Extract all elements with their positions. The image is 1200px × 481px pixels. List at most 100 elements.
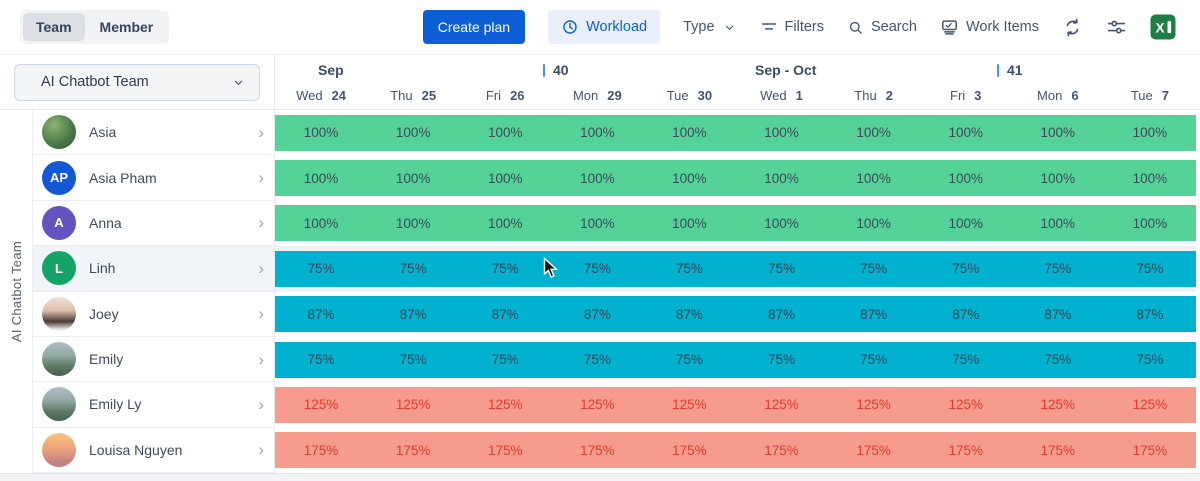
workload-cell[interactable]: 87% (399, 306, 427, 322)
create-plan-button[interactable]: Create plan (422, 10, 526, 44)
horizontal-scrollbar-track[interactable] (0, 473, 1200, 481)
workload-cell[interactable]: 100% (764, 215, 799, 231)
workload-cell[interactable]: 125% (948, 397, 983, 413)
workload-cell[interactable]: 100% (1040, 215, 1076, 231)
workload-cell[interactable]: 75% (675, 352, 703, 368)
workload-cell[interactable]: 125% (764, 397, 799, 413)
member-row[interactable]: Louisa Nguyen › (33, 427, 274, 473)
workload-cell[interactable]: 75% (860, 261, 888, 277)
settings-button[interactable] (1106, 17, 1127, 38)
workload-cell[interactable]: 100% (395, 215, 431, 231)
workload-cell[interactable]: 87% (768, 306, 796, 322)
workload-cell[interactable]: 75% (952, 352, 980, 368)
workload-cell[interactable]: 175% (672, 442, 707, 458)
workload-cell[interactable]: 87% (1136, 306, 1164, 322)
workload-cell[interactable]: 75% (675, 261, 703, 277)
workload-cell[interactable]: 87% (307, 306, 335, 322)
member-row[interactable]: L Linh › (33, 246, 274, 292)
workload-cell[interactable]: 125% (1040, 397, 1076, 413)
workload-cell[interactable]: 87% (860, 306, 888, 322)
workload-cell[interactable]: 100% (1040, 125, 1076, 141)
workload-cell[interactable]: 75% (399, 261, 427, 277)
workload-cell[interactable]: 100% (948, 170, 983, 186)
team-selector-dropdown[interactable]: AI Chatbot Team (14, 63, 260, 101)
filters-button[interactable]: Filters (760, 18, 824, 36)
workload-cell[interactable]: 175% (303, 442, 339, 458)
excel-export-button[interactable]: X (1150, 14, 1176, 40)
workload-cell[interactable]: 175% (1132, 442, 1168, 458)
workload-cell[interactable]: 75% (860, 352, 888, 368)
workload-cell[interactable]: 175% (487, 442, 523, 458)
workload-cell[interactable]: 125% (487, 397, 523, 413)
workload-cell[interactable]: 75% (1136, 352, 1164, 368)
workload-cell[interactable]: 75% (399, 352, 427, 368)
workload-cell[interactable]: 75% (583, 352, 611, 368)
workload-cell[interactable]: 87% (1044, 306, 1072, 322)
workload-cell[interactable]: 100% (856, 215, 891, 231)
workload-cell[interactable]: 75% (1044, 261, 1072, 277)
work-items-button[interactable]: Work Items (940, 18, 1039, 37)
workload-cell[interactable]: 100% (395, 170, 431, 186)
workload-cell[interactable]: 100% (764, 125, 799, 141)
refresh-button[interactable] (1062, 17, 1083, 38)
workload-cell[interactable]: 175% (948, 442, 983, 458)
workload-cell[interactable]: 75% (583, 261, 611, 277)
workload-cell[interactable]: 75% (307, 352, 335, 368)
workload-cell[interactable]: 100% (1132, 170, 1168, 186)
workload-cell[interactable]: 75% (307, 261, 335, 277)
workload-cell[interactable]: 175% (764, 442, 799, 458)
workload-toggle[interactable]: Workload (548, 10, 661, 44)
workload-cell[interactable]: 75% (1044, 352, 1072, 368)
workload-cell[interactable]: 100% (303, 170, 339, 186)
toggle-member-button[interactable]: Member (87, 13, 167, 41)
workload-cell[interactable]: 100% (580, 125, 615, 141)
workload-cell[interactable]: 100% (580, 215, 615, 231)
workload-cell[interactable]: 125% (856, 397, 891, 413)
type-dropdown[interactable]: Type (683, 19, 736, 35)
workload-cell[interactable]: 100% (303, 125, 339, 141)
workload-cell[interactable]: 100% (487, 215, 523, 231)
member-row[interactable]: AP Asia Pham › (33, 155, 274, 201)
workload-cell[interactable]: 100% (1040, 170, 1076, 186)
workload-cell[interactable]: 100% (395, 125, 431, 141)
member-row[interactable]: Joey › (33, 291, 274, 337)
workload-cell[interactable]: 75% (491, 352, 519, 368)
workload-cell[interactable]: 125% (580, 397, 615, 413)
workload-cell[interactable]: 87% (491, 306, 519, 322)
workload-cell[interactable]: 75% (768, 261, 796, 277)
workload-cell[interactable]: 75% (768, 352, 796, 368)
workload-cell[interactable]: 100% (303, 215, 339, 231)
workload-cell[interactable]: 100% (580, 170, 615, 186)
workload-cell[interactable]: 75% (952, 261, 980, 277)
member-row[interactable]: Emily › (33, 336, 274, 383)
workload-cell[interactable]: 75% (491, 261, 519, 277)
search-button[interactable]: Search (847, 19, 917, 36)
workload-cell[interactable]: 100% (487, 170, 523, 186)
workload-cell[interactable]: 100% (856, 170, 891, 186)
workload-cell[interactable]: 100% (948, 125, 983, 141)
workload-cell[interactable]: 100% (764, 170, 799, 186)
workload-cell[interactable]: 100% (1132, 125, 1168, 141)
toggle-team-button[interactable]: Team (23, 13, 85, 41)
workload-cell[interactable]: 87% (583, 306, 611, 322)
workload-cell[interactable]: 100% (672, 215, 707, 231)
workload-cell[interactable]: 125% (303, 397, 339, 413)
workload-cell[interactable]: 100% (856, 125, 891, 141)
workload-cell[interactable]: 100% (672, 170, 707, 186)
workload-cell[interactable]: 100% (1132, 215, 1168, 231)
member-row[interactable]: Emily Ly › (33, 382, 274, 428)
workload-cell[interactable]: 87% (952, 306, 980, 322)
workload-cell[interactable]: 100% (487, 125, 523, 141)
workload-cell[interactable]: 175% (856, 442, 891, 458)
workload-cell[interactable]: 75% (1136, 261, 1164, 277)
workload-cell[interactable]: 87% (675, 306, 703, 322)
workload-cell[interactable]: 125% (672, 397, 707, 413)
workload-cell[interactable]: 175% (1040, 442, 1076, 458)
workload-cell[interactable]: 175% (580, 442, 615, 458)
member-row[interactable]: Asia › (33, 110, 274, 156)
workload-cell[interactable]: 175% (395, 442, 431, 458)
workload-cell[interactable]: 125% (1132, 397, 1168, 413)
workload-cell[interactable]: 100% (672, 125, 707, 141)
workload-cell[interactable]: 100% (948, 215, 983, 231)
workload-cell[interactable]: 125% (395, 397, 431, 413)
